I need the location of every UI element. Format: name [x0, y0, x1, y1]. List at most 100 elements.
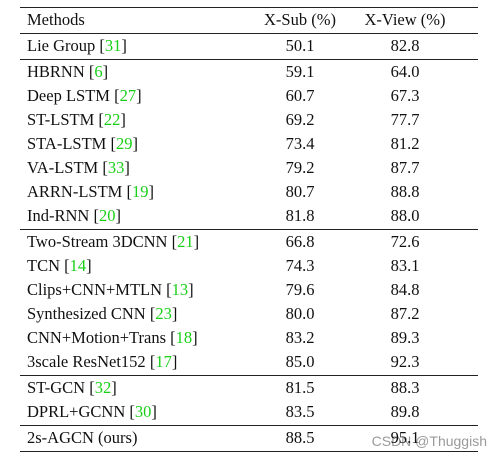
citation: [23] [149, 304, 178, 323]
xsub-cell: 79.6 [285, 280, 315, 299]
table-row: DPRL+GCNN [30] 83.5 89.8 [0, 400, 499, 424]
xsub-cell: 59.1 [285, 62, 315, 81]
rule [20, 375, 478, 376]
xsub-cell: 79.2 [285, 158, 315, 177]
citation: [30] [129, 402, 157, 421]
table-row: Deep LSTM [27] 60.7 67.3 [0, 84, 499, 108]
citation: [22] [98, 110, 126, 129]
method-name: 3scale ResNet152 [27, 352, 146, 371]
method-cell: ST-LSTM [22] [27, 108, 126, 132]
method-cell: CNN+Motion+Trans [18] [27, 326, 198, 350]
xsub-cell: 69.2 [285, 110, 315, 129]
xview-cell: 77.7 [390, 110, 420, 129]
table-row: ST-LSTM [22] 69.2 77.7 [0, 108, 499, 132]
method-cell: Two-Stream 3DCNN [21] [27, 230, 199, 254]
xsub-cell: 74.3 [285, 256, 315, 275]
method-cell: TCN [14] [27, 254, 92, 278]
xview-cell: 84.8 [390, 280, 420, 299]
method-name: Clips+CNN+MTLN [27, 280, 163, 299]
method-name: 2s-AGCN (ours) [27, 428, 138, 447]
citation: [33] [102, 158, 130, 177]
method-name: ST-LSTM [27, 110, 95, 129]
xsub-cell: 83.2 [285, 328, 315, 347]
xview-cell: 95.1 [390, 428, 420, 447]
xview-cell: 72.6 [390, 232, 420, 251]
citation: [6] [88, 62, 109, 81]
citation: [29] [110, 134, 138, 153]
citation: [13] [166, 280, 194, 299]
xsub-cell: 81.8 [285, 206, 315, 225]
table-row: 2s-AGCN (ours) 88.5 95.1 [0, 426, 499, 450]
table-row: HBRNN [6] 59.1 64.0 [0, 60, 499, 84]
xview-cell: 64.0 [390, 62, 420, 81]
table-row: ST-GCN [32] 81.5 88.3 [0, 376, 499, 400]
xview-cell: 87.7 [390, 158, 420, 177]
method-cell: VA-LSTM [33] [27, 156, 130, 180]
header-row: Methods X-Sub (%) X-View (%) [0, 8, 499, 32]
citation: [27] [114, 86, 142, 105]
header-cell: Methods [27, 10, 85, 29]
xview-cell: 88.8 [390, 182, 420, 201]
citation: [21] [171, 232, 200, 251]
xview-cell: 82.8 [390, 36, 420, 55]
method-cell: DPRL+GCNN [30] [27, 400, 157, 424]
method-cell: HBRNN [6] [27, 60, 108, 84]
table-row: Clips+CNN+MTLN [13] 79.6 84.8 [0, 278, 499, 302]
watermark: CSDN @Thuggish [371, 433, 487, 449]
rule [20, 59, 478, 60]
method-cell: Lie Group [31] [27, 34, 127, 58]
rule [20, 7, 478, 8]
header-cell: X-View (%) [364, 10, 446, 29]
method-name: HBRNN [27, 62, 85, 81]
method-name: CNN+Motion+Trans [27, 328, 167, 347]
method-name: Ind-RNN [27, 206, 90, 225]
table-row: Two-Stream 3DCNN [21] 66.8 72.6 [0, 230, 499, 254]
method-name: ARRN-LSTM [27, 182, 123, 201]
table-row: ARRN-LSTM [19] 80.7 88.8 [0, 180, 499, 204]
method-cell: 2s-AGCN (ours) [27, 426, 137, 450]
table-row: STA-LSTM [29] 73.4 81.2 [0, 132, 499, 156]
method-cell: ST-GCN [32] [27, 376, 117, 400]
method-name: TCN [27, 256, 60, 275]
rule [20, 451, 478, 452]
table-row: Synthesized CNN [23] 80.0 87.2 [0, 302, 499, 326]
citation: [18] [170, 328, 198, 347]
citation: [20] [93, 206, 121, 225]
xview-cell: 89.3 [390, 328, 420, 347]
table-row: TCN [14] 74.3 83.1 [0, 254, 499, 278]
method-cell: ARRN-LSTM [19] [27, 180, 154, 204]
method-name: ST-GCN [27, 378, 86, 397]
citation: [32] [89, 378, 117, 397]
method-name: Two-Stream 3DCNN [27, 232, 168, 251]
rule [20, 33, 478, 34]
xview-cell: 88.0 [390, 206, 420, 225]
xsub-cell: 83.5 [285, 402, 315, 421]
xsub-cell: 85.0 [285, 352, 315, 371]
xview-cell: 67.3 [390, 86, 420, 105]
citation: [17] [149, 352, 178, 371]
method-cell: 3scale ResNet152 [17] [27, 350, 177, 374]
xview-cell: 87.2 [390, 304, 420, 323]
rule [20, 229, 478, 230]
xsub-cell: 50.1 [285, 36, 315, 55]
method-name: Deep LSTM [27, 86, 110, 105]
xview-cell: 81.2 [390, 134, 420, 153]
citation: [31] [99, 36, 127, 55]
table-row: Ind-RNN [20] 81.8 88.0 [0, 204, 499, 228]
xview-cell: 83.1 [390, 256, 420, 275]
xsub-cell: 88.5 [285, 428, 315, 447]
table-row: VA-LSTM [33] 79.2 87.7 [0, 156, 499, 180]
xview-cell: 89.8 [390, 402, 420, 421]
rule [20, 425, 478, 426]
xsub-cell: 73.4 [285, 134, 315, 153]
xsub-cell: 81.5 [285, 378, 315, 397]
method-cell: Clips+CNN+MTLN [13] [27, 278, 194, 302]
xsub-cell: 80.0 [285, 304, 315, 323]
header-cell: X-Sub (%) [264, 10, 336, 29]
citation: [14] [64, 256, 92, 275]
method-name: Synthesized CNN [27, 304, 146, 323]
table-row: 3scale ResNet152 [17] 85.0 92.3 [0, 350, 499, 374]
xview-cell: 88.3 [390, 378, 420, 397]
citation: [19] [126, 182, 154, 201]
method-cell: Ind-RNN [20] [27, 204, 121, 228]
